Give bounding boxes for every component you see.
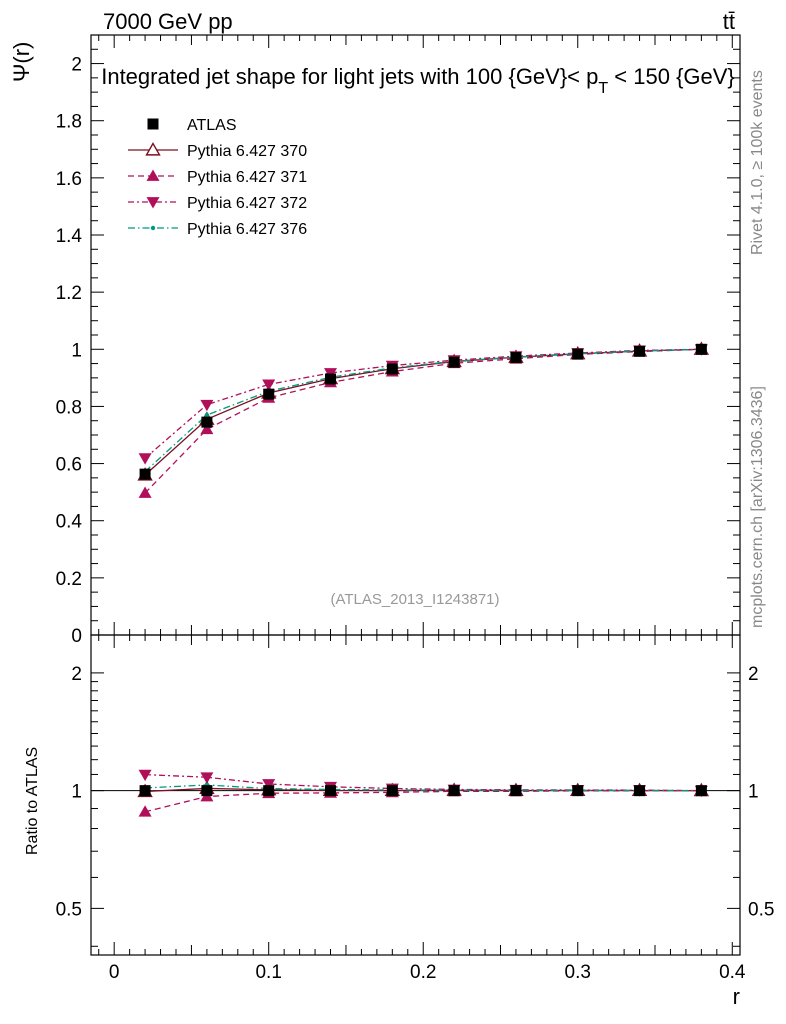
- main-axis-ticks: 0 0.2 0.4 0.6 0.8 1 1.2 1.4 1.6 1.8 2: [56, 48, 740, 647]
- ratio-tick-label: 1: [71, 782, 82, 803]
- y-tick-label: 1.4: [56, 226, 83, 247]
- y-tick-label: 0.6: [56, 455, 82, 476]
- legend-label: Pythia 6.427 376: [187, 221, 307, 238]
- series-2-ratio-point: [138, 805, 152, 817]
- legend-marker: [150, 225, 156, 231]
- series-3-point: [138, 453, 152, 465]
- series-4-point: [204, 412, 210, 418]
- series-3-ratio-line: [145, 773, 702, 792]
- series-0-ratio-point: [448, 785, 460, 797]
- series-0-point: [201, 416, 213, 428]
- series-0-point: [263, 388, 275, 400]
- x-axis-label: r: [733, 984, 740, 1009]
- legend: ATLAS Pythia 6.427 370 Pythia 6.427 371 Pyt…: [128, 117, 307, 238]
- series-3-point: [262, 379, 276, 391]
- ratio-axis-ticks: 0.5 0.5 1 1 2 2: [56, 664, 774, 947]
- legend-marker: [146, 197, 160, 209]
- x-tick-label: 0.2: [410, 962, 436, 983]
- x-tick-label: 0: [109, 962, 120, 983]
- y-tick-label: 1: [71, 340, 82, 361]
- series-0-point: [325, 373, 337, 385]
- legend-marker: [146, 169, 160, 181]
- series-0-point: [448, 356, 460, 368]
- series-2-point: [138, 486, 152, 498]
- mcplots-label: mcplots.cern.ch [arXiv:1306.3436]: [749, 386, 766, 628]
- energy-label: 7000 GeV pp: [103, 9, 233, 34]
- ratio-tick-label: 0.5: [56, 899, 82, 920]
- series-0-point: [386, 363, 398, 375]
- series-0-ratio-point: [139, 785, 151, 797]
- ratio-y-axis-label: Ratio to ATLAS: [24, 747, 41, 855]
- x-tick-label: 0.4: [719, 962, 746, 983]
- y-tick-label: 0.4: [56, 512, 83, 533]
- y-tick-label: 0.8: [56, 397, 82, 418]
- y-tick-label: 0.2: [56, 569, 82, 590]
- series-0-ratio-point: [201, 785, 213, 797]
- ratio-tick-label: 2: [71, 664, 82, 685]
- series-0-ratio-point: [572, 785, 584, 797]
- legend-label: ATLAS: [187, 117, 237, 134]
- x-axis-ticks: 0 0.1 0.2 0.3 0.4: [98, 35, 746, 983]
- y-tick-label: 1.2: [56, 283, 82, 304]
- chart-title: Integrated jet shape for light jets with…: [101, 64, 735, 97]
- series-0-ratio-point: [263, 785, 275, 797]
- legend-label: Pythia 6.427 372: [187, 195, 307, 212]
- series-4-line: [144, 348, 702, 473]
- series-0-point: [139, 468, 151, 480]
- ratio-tick-label-right: 0.5: [748, 899, 774, 920]
- legend-marker: [145, 142, 161, 156]
- series-0-point: [572, 348, 584, 360]
- analysis-watermark: (ATLAS_2013_I1243871): [330, 591, 499, 608]
- series-2-point: [200, 422, 214, 435]
- y-tick-label: 2: [71, 55, 82, 76]
- series-1-line: [144, 348, 702, 476]
- series-3-ratio-point: [138, 769, 152, 782]
- series-0-point: [634, 345, 646, 357]
- y-tick-label: 1.8: [56, 112, 82, 133]
- series-2-line: [144, 348, 702, 494]
- ratio-series-group: [137, 769, 710, 817]
- series-0-ratio-point: [634, 785, 646, 797]
- main-series-group: [137, 341, 710, 498]
- legend-label: Pythia 6.427 370: [187, 143, 307, 160]
- x-tick-label: 0.3: [565, 962, 591, 983]
- series-0-ratio-point: [386, 785, 398, 797]
- ratio-panel-frame: [90, 634, 741, 956]
- series-3-line: [144, 348, 702, 459]
- y-axis-label: Ψ(r): [9, 42, 34, 82]
- series-0-ratio-point: [510, 785, 522, 797]
- series-0-point: [695, 343, 707, 355]
- series-0-point: [510, 352, 522, 364]
- ratio-tick-label-right: 2: [748, 664, 759, 685]
- series-3-ratio-point: [200, 772, 214, 784]
- series-3-point: [200, 399, 214, 412]
- legend-label: Pythia 6.427 371: [187, 169, 307, 186]
- y-tick-label: 0: [71, 626, 82, 647]
- ratio-tick-label-right: 1: [748, 782, 759, 803]
- chart-title-prefix: Integrated jet shape for light jets with…: [101, 64, 598, 89]
- series-0-ratio-point: [695, 785, 707, 797]
- rivet-version-label: Rivet 4.1.0, ≥ 100k events: [749, 70, 766, 255]
- chart-title-suffix: < 150 {GeV}: [608, 64, 735, 89]
- series-3-ratio-point: [262, 779, 276, 791]
- process-label: tt̄: [723, 9, 735, 34]
- y-tick-label: 1.6: [56, 169, 82, 190]
- chart-title-subscript: T: [598, 80, 608, 97]
- x-tick-label: 0.1: [255, 962, 281, 983]
- series-4-ratio-line: [145, 784, 702, 792]
- series-0-ratio-point: [325, 785, 337, 797]
- legend-marker: [147, 118, 159, 130]
- series-2-ratio-line: [144, 789, 702, 813]
